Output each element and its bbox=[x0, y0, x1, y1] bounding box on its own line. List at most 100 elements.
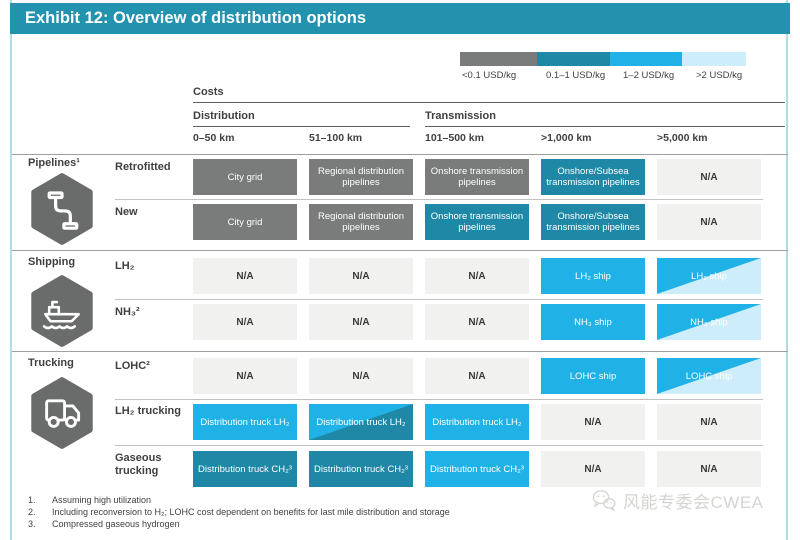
footnote-text: Assuming high utilization bbox=[52, 495, 152, 505]
footnote-number: 2. bbox=[28, 507, 36, 517]
cell: N/A bbox=[309, 358, 413, 394]
cell: LOHC ship bbox=[541, 358, 645, 394]
footnote-2: 2. Including reconversion to H₂; LOHC co… bbox=[28, 506, 450, 518]
cell: N/A bbox=[657, 204, 761, 240]
group-label-shipping: Shipping bbox=[28, 256, 76, 268]
col-tick-1000km: >1,000 km bbox=[541, 132, 592, 144]
transmission-header: Transmission bbox=[425, 110, 496, 122]
cell: N/A bbox=[309, 258, 413, 294]
cell: N/A bbox=[193, 358, 297, 394]
cell: N/A bbox=[193, 304, 297, 340]
row-separator bbox=[115, 399, 763, 400]
cell: Distribution truck LH₂ bbox=[193, 404, 297, 440]
trucking-icon bbox=[30, 376, 94, 450]
cell: N/A bbox=[425, 258, 529, 294]
row-label-nh3: NH₃² bbox=[115, 306, 140, 318]
row-separator bbox=[115, 199, 763, 200]
cell: Distribution truck CH₂³ bbox=[309, 451, 413, 487]
row-retrofitted: City grid Regional distribution pipeline… bbox=[193, 159, 761, 195]
cell: City grid bbox=[193, 159, 297, 195]
row-lohc: N/A N/A N/A LOHC ship LOHC ship bbox=[193, 358, 761, 394]
shipping-icon bbox=[30, 274, 94, 348]
legend-label: 0.1–1 USD/kg bbox=[546, 70, 606, 81]
right-border-line bbox=[786, 0, 788, 540]
row-gaseous-trucking: Distribution truck CH₂³ Distribution tru… bbox=[193, 451, 761, 487]
row-separator bbox=[115, 299, 763, 300]
row-lh2-ship: N/A N/A N/A LH₂ ship LH₂ ship bbox=[193, 258, 761, 294]
cell: Onshore transmission pipelines bbox=[425, 204, 529, 240]
row-new: City grid Regional distribution pipeline… bbox=[193, 204, 761, 240]
cell: Onshore/Subsea transmission pipelines bbox=[541, 159, 645, 195]
cell: N/A bbox=[657, 404, 761, 440]
costs-underline bbox=[193, 102, 785, 103]
cell: Distribution truck CH₂³ bbox=[193, 451, 297, 487]
cell: NH₃ ship bbox=[541, 304, 645, 340]
cell: NH₃ ship bbox=[657, 304, 761, 340]
distribution-header: Distribution bbox=[193, 110, 255, 122]
footnote-text: Including reconversion to H₂; LOHC cost … bbox=[52, 507, 450, 517]
row-separator bbox=[115, 445, 763, 446]
cell: City grid bbox=[193, 204, 297, 240]
footnotes: 1. Assuming high utilization 2. Includin… bbox=[28, 494, 450, 530]
cell: Regional distribution pipelines bbox=[309, 159, 413, 195]
exhibit-title-bar: Exhibit 12: Overview of distribution opt… bbox=[10, 3, 790, 34]
cell: Distribution truck LH₂ bbox=[425, 404, 529, 440]
row-label-lh2: LH₂ bbox=[115, 260, 135, 272]
row-lh2-trucking: Distribution truck LH₂ Distribution truc… bbox=[193, 404, 761, 440]
footnote-number: 1. bbox=[28, 495, 36, 505]
legend-swatch-01to1 bbox=[537, 52, 610, 66]
transmission-underline bbox=[425, 126, 785, 127]
footnote-number: 3. bbox=[28, 519, 36, 529]
legend-label: 1–2 USD/kg bbox=[623, 70, 675, 81]
group-separator bbox=[12, 154, 788, 155]
cell: LOHC ship bbox=[657, 358, 761, 394]
row-label-lohc: LOHC² bbox=[115, 360, 150, 372]
group-label-pipelines: Pipelines¹ bbox=[28, 157, 80, 169]
cell: Onshore transmission pipelines bbox=[425, 159, 529, 195]
cell: N/A bbox=[309, 304, 413, 340]
row-label-retrofitted: Retrofitted bbox=[115, 161, 171, 173]
group-separator bbox=[12, 351, 788, 352]
row-label-new: New bbox=[115, 206, 138, 218]
col-tick-51-100km: 51–100 km bbox=[309, 132, 363, 144]
cell: LH₂ ship bbox=[541, 258, 645, 294]
cell: N/A bbox=[657, 451, 761, 487]
row-nh3-ship: N/A N/A N/A NH₃ ship NH₃ ship bbox=[193, 304, 761, 340]
cell: N/A bbox=[657, 159, 761, 195]
legend-swatch-gt2 bbox=[682, 52, 746, 66]
page-title: Exhibit 12: Overview of distribution opt… bbox=[25, 9, 367, 27]
costs-header: Costs bbox=[193, 86, 224, 98]
legend-color-bar bbox=[460, 52, 746, 66]
legend-label: >2 USD/kg bbox=[696, 70, 743, 81]
cell: N/A bbox=[193, 258, 297, 294]
legend-label: <0.1 USD/kg bbox=[462, 70, 517, 81]
row-label-lh2-trucking: LH₂ trucking bbox=[115, 405, 181, 417]
legend-swatch-1to2 bbox=[610, 52, 682, 66]
wechat-icon bbox=[592, 490, 616, 512]
cell: N/A bbox=[541, 404, 645, 440]
cell: N/A bbox=[425, 304, 529, 340]
cell: Onshore/Subsea transmission pipelines bbox=[541, 204, 645, 240]
cost-legend: <0.1 USD/kg 0.1–1 USD/kg 1–2 USD/kg >2 U… bbox=[460, 52, 746, 84]
cell: N/A bbox=[425, 358, 529, 394]
cell: LH₂ ship bbox=[657, 258, 761, 294]
col-tick-0-50km: 0–50 km bbox=[193, 132, 235, 144]
footnote-text: Compressed gaseous hydrogen bbox=[52, 519, 180, 529]
group-separator bbox=[12, 250, 788, 251]
cell: Distribution truck CH₂³ bbox=[425, 451, 529, 487]
pipelines-icon bbox=[30, 172, 94, 246]
col-tick-5000km: >5,000 km bbox=[657, 132, 708, 144]
legend-labels: <0.1 USD/kg 0.1–1 USD/kg 1–2 USD/kg >2 U… bbox=[460, 70, 746, 84]
watermark-text: 风能专委会CWEA bbox=[623, 493, 764, 512]
row-label-gaseous-trucking: Gaseous trucking bbox=[115, 452, 162, 477]
cell: N/A bbox=[541, 451, 645, 487]
cell: Distribution truck LH₂ bbox=[309, 404, 413, 440]
cell: Regional distribution pipelines bbox=[309, 204, 413, 240]
legend-swatch-lt01 bbox=[460, 52, 537, 66]
distribution-underline bbox=[193, 126, 410, 127]
footnote-1: 1. Assuming high utilization bbox=[28, 494, 450, 506]
footnote-3: 3. Compressed gaseous hydrogen bbox=[28, 518, 450, 530]
watermark: 风能专委会CWEA bbox=[590, 487, 764, 514]
group-label-trucking: Trucking bbox=[28, 357, 74, 369]
